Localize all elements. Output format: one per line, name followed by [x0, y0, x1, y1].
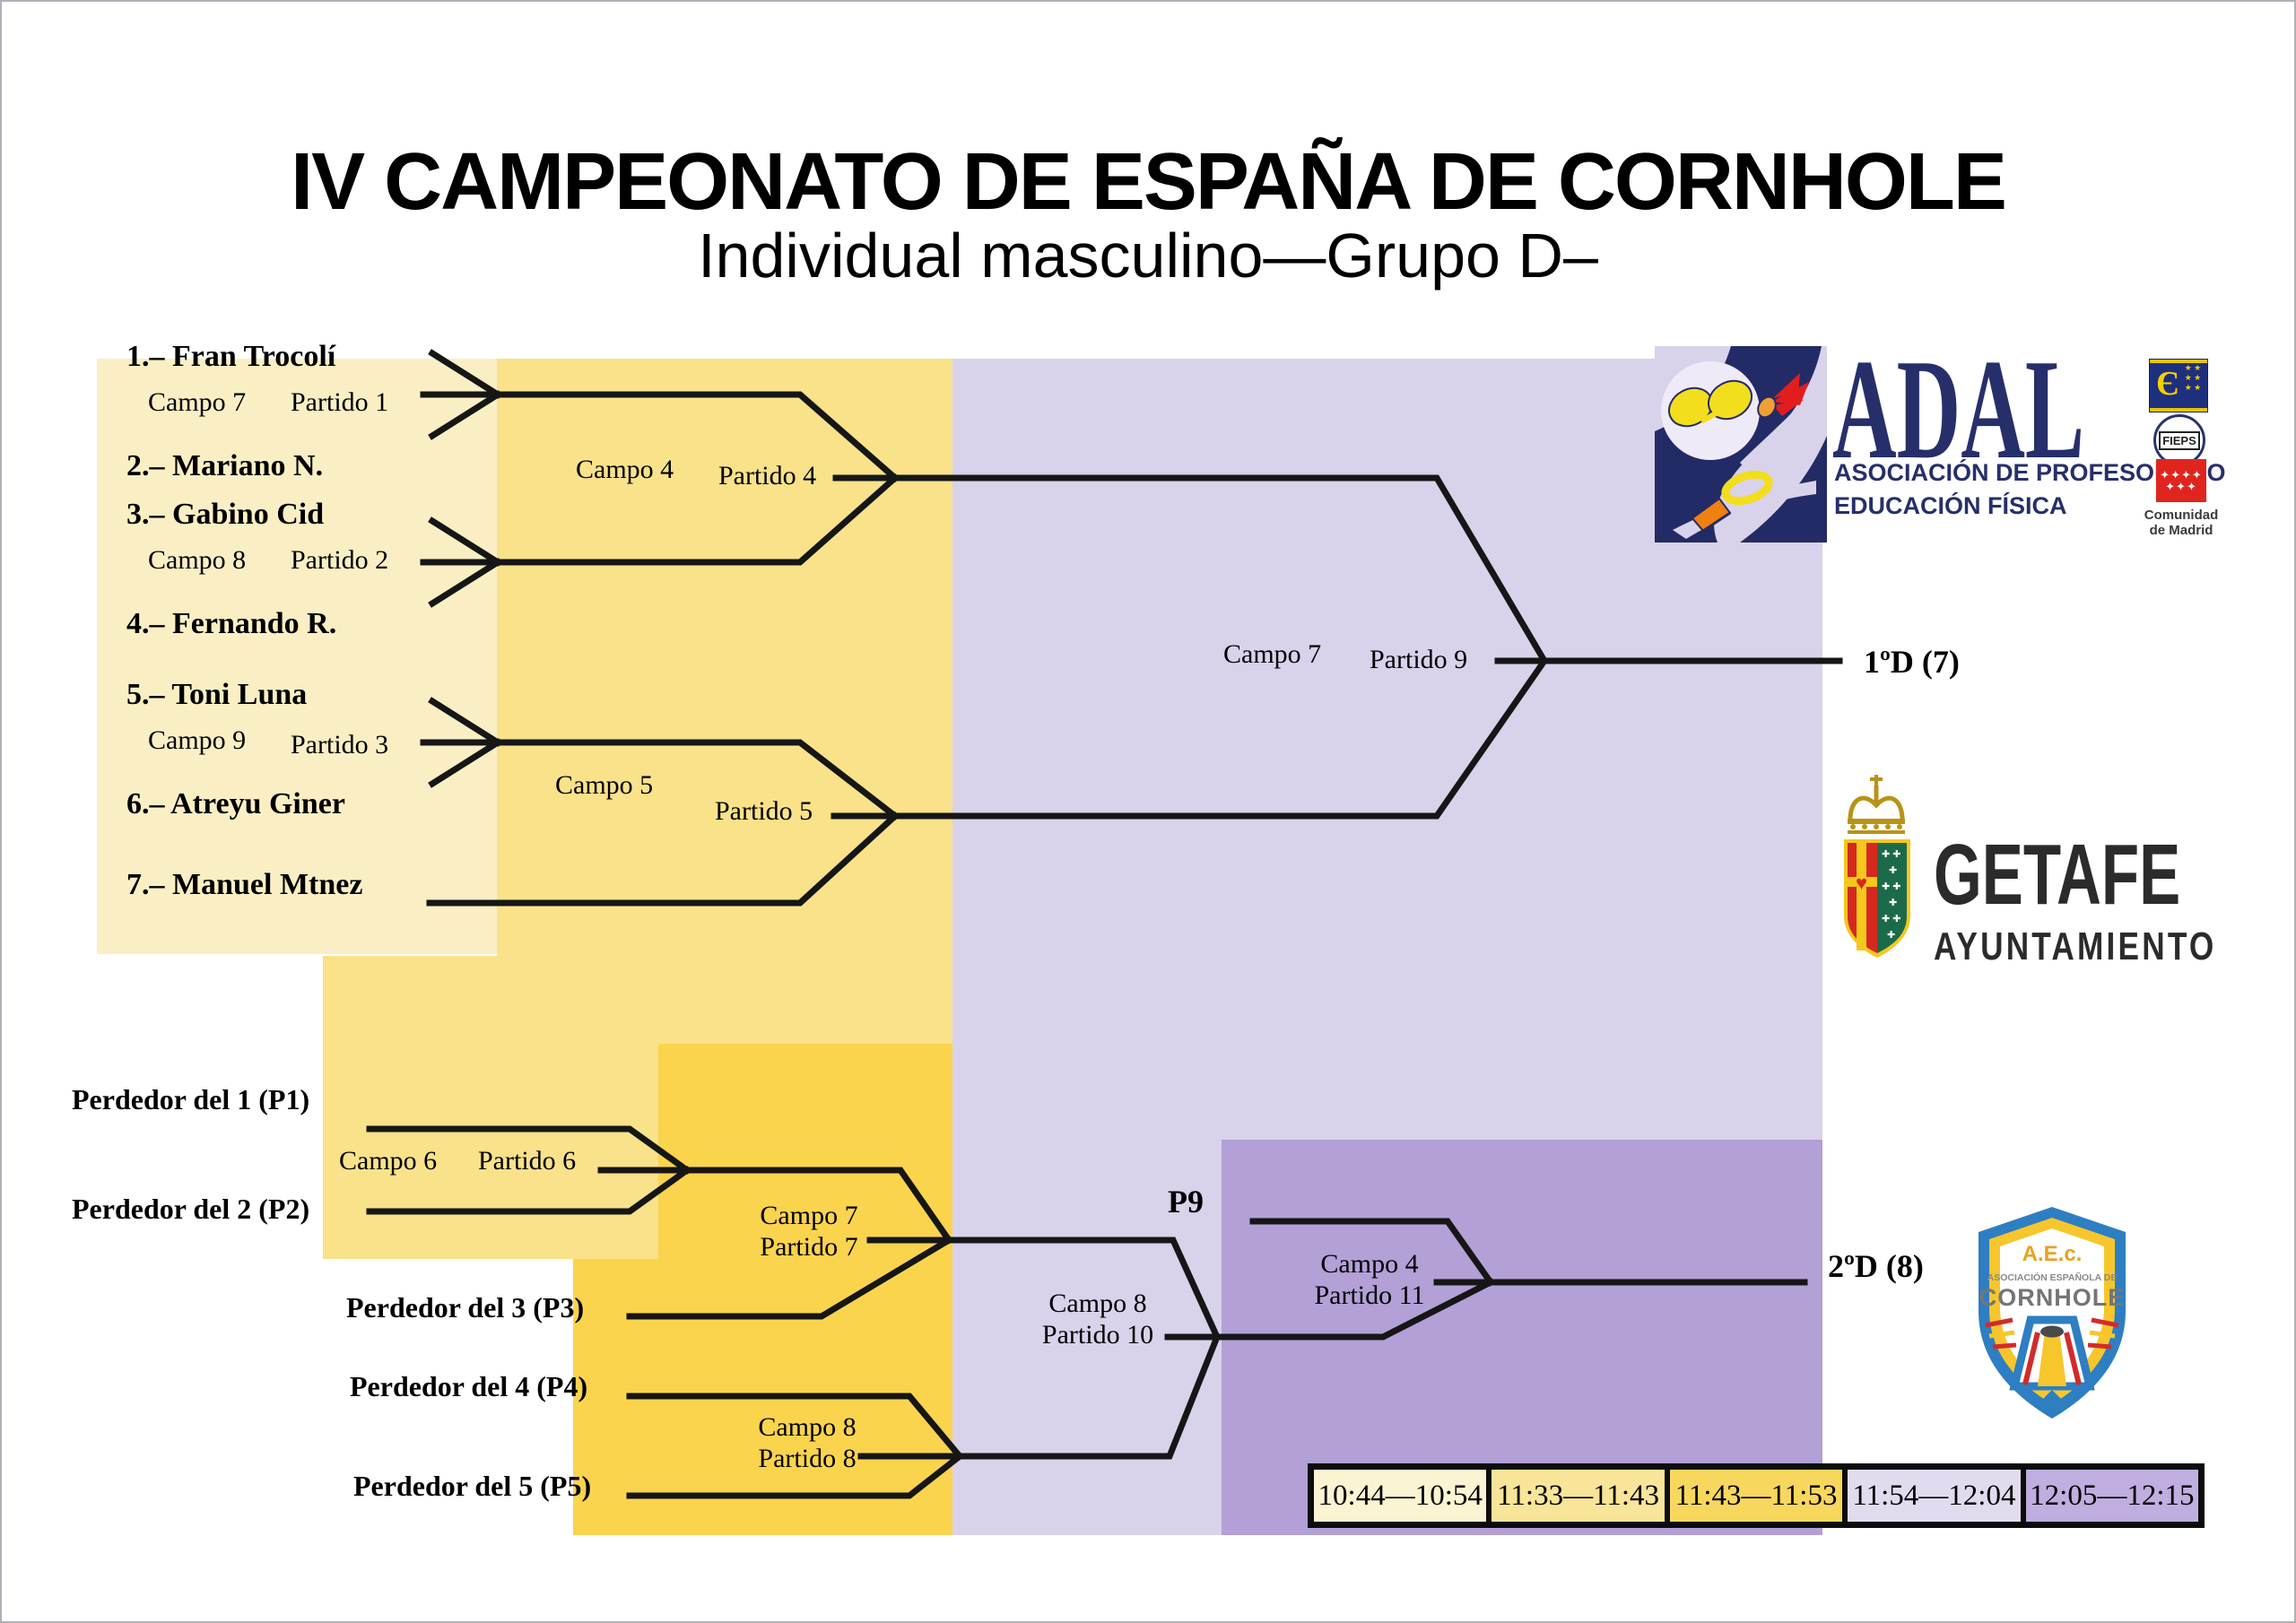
match5-partido: Partido 5: [715, 796, 813, 826]
schedule-slot-5: 12:05—12:15: [2025, 1470, 2199, 1522]
match4-partido: Partido 4: [718, 461, 817, 490]
loser-entry-5: Perdedor del 5 (P5): [353, 1470, 592, 1502]
loser-entry-3: Perdedor del 3 (P3): [346, 1291, 585, 1324]
aec-shield-icon: A.E.c. ASOCIACIÓN ESPAÑOLA DE CORNHOLE: [1979, 1207, 2126, 1419]
match6-partido: Partido 6: [478, 1146, 577, 1176]
runner-up-label: 2ºD (8): [1828, 1248, 1924, 1284]
player-5: 5.– Toni Luna: [126, 678, 308, 711]
player-4: 4.– Fernando R.: [126, 607, 337, 640]
loser-entry-2: Perdedor del 2 (P2): [72, 1193, 310, 1225]
p9-label: P9: [1168, 1184, 1204, 1219]
match8-partido: Partido 8: [758, 1444, 857, 1473]
svg-text:✚ ✚: ✚ ✚: [1882, 881, 1901, 892]
adal-line2: EDUCACIÓN FÍSICA: [1834, 492, 2067, 519]
aec-line2: CORNHOLE: [1979, 1284, 2126, 1311]
aec-board-graphic: [1985, 1315, 2119, 1410]
region-round2-yellow: [497, 359, 952, 1046]
schedule-slot-3: 11:43—11:53: [1669, 1470, 1843, 1522]
match7-label: Campo 7 Partido 7: [710, 1200, 908, 1263]
fieps-badge-label: FIEPS: [2159, 430, 2200, 450]
adal-emblem-icon: [1655, 346, 1827, 542]
match3-partido: Partido 3: [291, 730, 389, 759]
getafe-subtitle: AYUNTAMIENTO: [1934, 924, 2217, 968]
match8-campo: Campo 8: [758, 1412, 857, 1442]
player-1: 1.– Fran Trocolí: [126, 340, 336, 373]
region-round1-cream: [97, 359, 497, 954]
schedule-slot-1: 10:44—10:54: [1314, 1470, 1487, 1522]
eu-badge-letter: Є: [2156, 365, 2179, 403]
adal-wordmark: ADAL: [1832, 329, 2085, 489]
final-campo: Campo 7: [1223, 639, 1322, 669]
match11-partido: Partido 11: [1314, 1280, 1425, 1310]
madrid-region-line1: Comunidad: [2144, 508, 2219, 523]
player-6: 6.– Atreyu Giner: [126, 787, 345, 820]
aec-cornhole-logo: A.E.c. ASOCIACIÓN ESPAÑOLA DE CORNHOLE: [1973, 1205, 2131, 1420]
match3-campo: Campo 9: [148, 725, 247, 755]
getafe-logo: ♥ ✚ ✚ ✚ ✚ ✚ ✚ ✚ ✚ ✚ GETAFE AYUNTAMIENTO: [1839, 768, 2224, 983]
svg-text:✚: ✚: [1889, 865, 1897, 876]
match4-campo: Campo 4: [576, 455, 674, 484]
player-3: 3.– Gabino Cid: [126, 498, 325, 531]
svg-text:✚: ✚: [1887, 930, 1895, 941]
madrid-region-label: Comunidad de Madrid: [2137, 508, 2225, 538]
champion-label: 1ºD (7): [1864, 644, 1960, 680]
loser-entry-4: Perdedor del 4 (P4): [350, 1370, 588, 1402]
loser-entry-1: Perdedor del 1 (P1): [72, 1083, 310, 1115]
eu-badge-topbar: [2150, 360, 2207, 363]
match11-campo: Campo 4: [1320, 1249, 1419, 1279]
match7-campo: Campo 7: [760, 1201, 858, 1230]
aec-acronym: A.E.c.: [2022, 1242, 2083, 1266]
match11-label: Campo 4 Partido 11: [1271, 1248, 1468, 1311]
match8-label: Campo 8 Partido 8: [709, 1411, 906, 1474]
svg-text:✚: ✚: [1889, 898, 1897, 908]
aec-line1: ASOCIACIÓN ESPAÑOLA DE: [1987, 1271, 2118, 1283]
madrid-flag-icon: ✦✦✦✦ ✦✦✦: [2156, 459, 2206, 502]
match1-campo: Campo 7: [148, 387, 247, 417]
match1-partido: Partido 1: [291, 387, 389, 417]
match10-campo: Campo 8: [1048, 1289, 1147, 1318]
fieps-badge-icon: FIEPS: [2153, 414, 2205, 466]
adal-logo: ADAL ASOCIACIÓN DE PROFESORADO EDUCACIÓN…: [1655, 337, 2247, 555]
match6-campo: Campo 6: [339, 1146, 438, 1176]
svg-text:✚ ✚: ✚ ✚: [1882, 914, 1901, 924]
match5-campo: Campo 5: [555, 770, 654, 800]
player-2: 2.– Mariano N.: [126, 449, 324, 482]
eu-badge-bottombar: [2150, 408, 2207, 412]
getafe-heart: ♥: [1856, 872, 1867, 894]
svg-text:✚ ✚: ✚ ✚: [1882, 849, 1901, 860]
match2-partido: Partido 2: [291, 545, 389, 575]
match10-partido: Partido 10: [1041, 1320, 1154, 1350]
schedule-slot-4: 11:54—12:04: [1848, 1470, 2021, 1522]
madrid-stars-row2: ✦✦✦: [2165, 480, 2197, 493]
schedule-bar: 10:44—10:54 11:33—11:43 11:43—11:53 11:5…: [1308, 1463, 2205, 1528]
madrid-stars-row1: ✦✦✦✦: [2160, 468, 2203, 482]
eu-badge-icon: Є ★ ★ ★ ★ ★ ★: [2149, 359, 2208, 412]
player-7: 7.– Manuel Mtnez: [126, 868, 363, 901]
match10-label: Campo 8 Partido 10: [999, 1288, 1196, 1350]
page-subtitle: Individual masculino—Grupo D–: [698, 221, 1598, 291]
getafe-crest-icon: ♥ ✚ ✚ ✚ ✚ ✚ ✚ ✚ ✚ ✚: [1844, 775, 1910, 958]
madrid-region-line2: de Madrid: [2149, 523, 2213, 538]
eu-badge-stars: ★ ★ ★ ★ ★ ★: [2184, 363, 2202, 392]
match7-partido: Partido 7: [760, 1232, 858, 1262]
page-title: IV CAMPEONATO DE ESPAÑA DE CORNHOLE: [291, 137, 2007, 227]
final-partido: Partido 9: [1370, 645, 1468, 674]
match2-campo: Campo 8: [148, 545, 247, 575]
schedule-slot-2: 11:33—11:43: [1492, 1470, 1665, 1522]
getafe-wordmark: GETAFE: [1934, 827, 2181, 923]
